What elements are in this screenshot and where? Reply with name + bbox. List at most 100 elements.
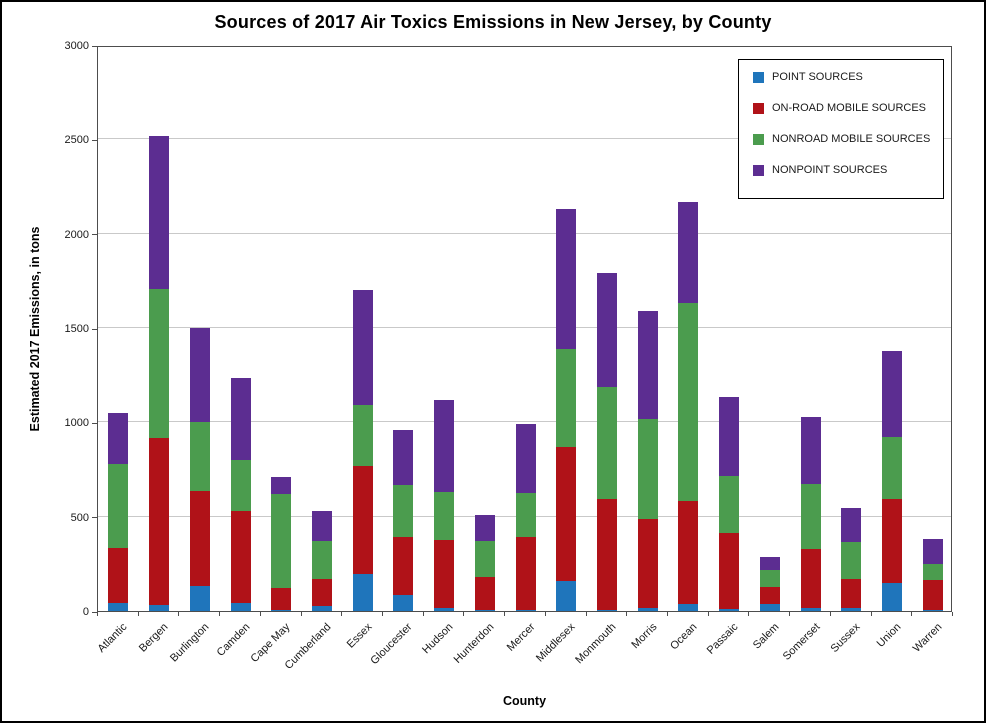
- segment-point-sources: [759, 604, 780, 611]
- bar-middlesex: [556, 209, 577, 611]
- segment-nonroad-mobile-sources: [393, 484, 414, 538]
- chart-title: Sources of 2017 Air Toxics Emissions in …: [214, 12, 772, 32]
- bar-salem: [759, 557, 780, 611]
- legend: POINT SOURCES ON-ROAD MOBILE SOURCES NONRO…: [738, 59, 944, 199]
- segment-nonroad-mobile-sources: [678, 303, 699, 501]
- bar-essex: [352, 290, 373, 611]
- x-tick-mark: [667, 612, 668, 616]
- segment-point-sources: [800, 608, 821, 611]
- y-tick-label: 3000: [64, 40, 89, 52]
- segment-nonpoint-sources: [719, 396, 740, 477]
- y-tick-label: 2000: [64, 228, 89, 241]
- segment-nonroad-mobile-sources: [800, 483, 821, 549]
- segment-on-road-mobile-sources: [393, 537, 414, 595]
- segment-nonroad-mobile-sources: [230, 460, 251, 512]
- bar-hunterdon: [474, 514, 495, 611]
- segment-on-road-mobile-sources: [474, 577, 495, 611]
- segment-on-road-mobile-sources: [922, 579, 943, 610]
- x-tick-mark: [422, 612, 424, 616]
- segment-point-sources: [881, 582, 902, 611]
- segment-on-road-mobile-sources: [189, 491, 210, 587]
- segment-on-road-mobile-sources: [515, 537, 536, 611]
- bar-burlington: [189, 328, 210, 611]
- segment-nonpoint-sources: [474, 514, 495, 542]
- bar-hudson: [434, 399, 455, 611]
- segment-nonpoint-sources: [189, 328, 210, 423]
- x-tick-mark: [870, 612, 872, 616]
- segment-nonpoint-sources: [596, 273, 617, 387]
- x-tick-mark: [504, 612, 506, 616]
- segment-nonpoint-sources: [759, 557, 780, 571]
- bar-union: [881, 350, 902, 611]
- legend-label: NONPOINT SOURCES: [772, 164, 888, 176]
- bar-gloucester: [393, 429, 414, 611]
- y-tick-mark: [92, 45, 97, 47]
- segment-nonpoint-sources: [922, 539, 943, 564]
- segment-point-sources: [189, 586, 210, 611]
- bar-monmouth: [596, 273, 617, 611]
- segment-point-sources: [678, 604, 699, 611]
- segment-nonpoint-sources: [271, 477, 292, 495]
- y-tick-mark: [92, 139, 97, 141]
- segment-nonpoint-sources: [393, 429, 414, 485]
- legend-swatch-icon: [753, 102, 764, 114]
- x-tick-mark: [952, 612, 953, 616]
- segment-nonroad-mobile-sources: [637, 418, 658, 519]
- legend-item-nonroad-mobile-sources: NONROAD MOBILE SOURCES: [753, 133, 943, 145]
- segment-on-road-mobile-sources: [434, 540, 455, 608]
- segment-nonroad-mobile-sources: [352, 405, 373, 466]
- segment-nonroad-mobile-sources: [759, 570, 780, 587]
- segment-nonpoint-sources: [556, 209, 577, 349]
- segment-point-sources: [922, 609, 943, 611]
- segment-nonroad-mobile-sources: [719, 476, 740, 533]
- legend-label: ON-ROAD MOBILE SOURCES: [772, 102, 927, 114]
- segment-point-sources: [596, 609, 617, 611]
- segment-nonpoint-sources: [352, 290, 373, 406]
- y-tick-label: 1500: [64, 323, 89, 335]
- segment-nonroad-mobile-sources: [841, 542, 862, 579]
- segment-nonpoint-sources: [841, 508, 862, 543]
- bar-cumberland: [311, 511, 332, 611]
- segment-nonroad-mobile-sources: [922, 563, 943, 580]
- bar-cape-may: [271, 477, 292, 611]
- bar-atlantic: [108, 412, 129, 611]
- y-tick-label: 2500: [64, 134, 89, 147]
- segment-point-sources: [515, 610, 536, 611]
- y-tick-label: 0: [82, 606, 89, 618]
- segment-nonpoint-sources: [311, 511, 332, 542]
- segment-nonpoint-sources: [434, 399, 455, 493]
- x-axis-title: County: [502, 694, 547, 708]
- segment-point-sources: [474, 610, 495, 611]
- segment-on-road-mobile-sources: [556, 446, 577, 581]
- x-tick-mark: [97, 612, 98, 616]
- segment-on-road-mobile-sources: [678, 500, 699, 605]
- segment-on-road-mobile-sources: [637, 518, 658, 609]
- segment-point-sources: [230, 602, 251, 611]
- bar-passaic: [719, 396, 740, 611]
- bar-camden: [230, 378, 251, 611]
- legend-item-point-sources: POINT SOURCES: [753, 71, 943, 83]
- x-tick-mark: [341, 612, 343, 616]
- legend-swatch-icon: [753, 71, 764, 83]
- segment-nonpoint-sources: [149, 135, 170, 290]
- segment-nonroad-mobile-sources: [271, 494, 292, 589]
- legend-swatch-icon: [753, 133, 764, 145]
- bar-somerset: [800, 416, 821, 611]
- x-tick-mark: [178, 612, 180, 616]
- gridline-1500: [98, 327, 951, 328]
- segment-nonroad-mobile-sources: [556, 348, 577, 447]
- y-tick-mark: [92, 328, 97, 330]
- segment-nonroad-mobile-sources: [474, 541, 495, 578]
- legend-label: NONROAD MOBILE SOURCES: [772, 133, 931, 145]
- y-tick-label: 1000: [64, 417, 89, 430]
- bar-mercer: [515, 424, 536, 611]
- segment-nonroad-mobile-sources: [515, 493, 536, 538]
- segment-point-sources: [637, 608, 658, 611]
- x-tick-mark: [382, 612, 383, 616]
- y-tick-mark: [92, 611, 97, 613]
- x-tick-mark: [748, 612, 750, 616]
- x-tick-mark: [789, 612, 791, 616]
- segment-nonroad-mobile-sources: [881, 437, 902, 499]
- bar-morris: [637, 311, 658, 611]
